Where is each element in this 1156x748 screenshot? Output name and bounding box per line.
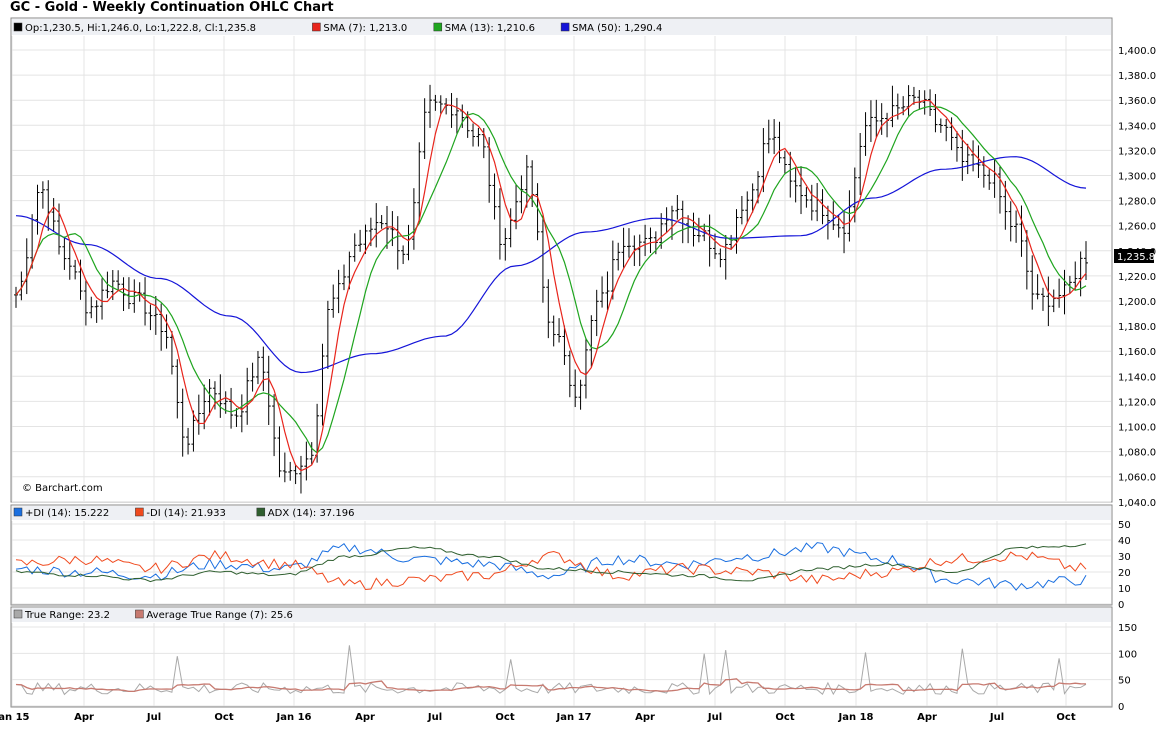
x-tick-label: Apr bbox=[917, 712, 937, 723]
legend-label: Average True Range (7): 25.6 bbox=[146, 610, 293, 621]
price-tick-label: 1,200.0 bbox=[1118, 297, 1156, 308]
x-tick-label: Jul bbox=[427, 712, 442, 723]
legend-label: -DI (14): 21.933 bbox=[146, 508, 226, 519]
price-tick-label: 1,120.0 bbox=[1118, 397, 1156, 408]
atr-line bbox=[15, 678, 1087, 693]
price-tick-label: 1,060.0 bbox=[1118, 473, 1156, 484]
dmi-tick-label: 40 bbox=[1118, 536, 1131, 547]
tr-tick-label: 50 bbox=[1118, 676, 1131, 687]
legend-swatch bbox=[560, 22, 570, 32]
legend-swatch bbox=[256, 507, 266, 517]
x-tick-label: Jan 18 bbox=[838, 712, 874, 723]
sma-7-line bbox=[15, 99, 1087, 472]
x-tick-label: Oct bbox=[1056, 712, 1075, 723]
chart-title: GC - Gold - Weekly Continuation OHLC Cha… bbox=[10, 0, 334, 15]
tr-tick-label: 100 bbox=[1118, 649, 1137, 660]
dmi-tick-label: 50 bbox=[1118, 520, 1131, 531]
price-tick-label: 1,360.0 bbox=[1118, 96, 1156, 107]
price-tick-label: 1,080.0 bbox=[1118, 448, 1156, 459]
price-tick-label: 1,280.0 bbox=[1118, 197, 1156, 208]
price-tick-label: 1,160.0 bbox=[1118, 347, 1156, 358]
price-tick-label: 1,400.0 bbox=[1118, 46, 1156, 57]
legend-swatch bbox=[135, 507, 144, 517]
price-tick-label: 1,260.0 bbox=[1118, 222, 1156, 233]
x-tick-label: Jul bbox=[146, 712, 161, 723]
legend-swatch bbox=[312, 22, 321, 32]
tr-panel bbox=[10, 606, 1113, 708]
legend-label: +DI (14): 15.222 bbox=[25, 508, 109, 519]
legend-swatch bbox=[13, 507, 23, 517]
price-panel bbox=[10, 17, 1113, 503]
dmi-legend-bg bbox=[12, 506, 1111, 520]
tr-tick-label: 0 bbox=[1118, 702, 1124, 713]
x-tick-label: Oct bbox=[775, 712, 794, 723]
sma-13-line bbox=[15, 105, 1087, 454]
legend-swatch bbox=[433, 22, 443, 32]
minus-di-line bbox=[15, 549, 1087, 591]
x-tick-label: Jan 16 bbox=[276, 712, 312, 723]
x-tick-label: Jan 17 bbox=[556, 712, 592, 723]
price-tick-label: 1,380.0 bbox=[1118, 71, 1156, 82]
x-tick-label: Oct bbox=[495, 712, 514, 723]
tr-tick-label: 150 bbox=[1118, 623, 1137, 634]
last-price-label: 1,235.8 bbox=[1117, 252, 1155, 263]
price-tick-label: 1,340.0 bbox=[1118, 121, 1156, 132]
dmi-tick-label: 0 bbox=[1118, 600, 1124, 611]
x-tick-label: Jan 15 bbox=[0, 712, 30, 723]
legend-label: Op:1,230.5, Hi:1,246.0, Lo:1,222.8, Cl:1… bbox=[25, 23, 256, 34]
dmi-tick-label: 10 bbox=[1118, 584, 1131, 595]
price-tick-label: 1,220.0 bbox=[1118, 272, 1156, 283]
x-tick-label: Oct bbox=[214, 712, 233, 723]
price-tick-label: 1,140.0 bbox=[1118, 372, 1156, 383]
price-tick-label: 1,300.0 bbox=[1118, 172, 1156, 183]
watermark: © Barchart.com bbox=[22, 483, 103, 494]
legend-swatch bbox=[13, 22, 23, 32]
x-tick-label: Apr bbox=[355, 712, 375, 723]
price-tick-label: 1,040.0 bbox=[1118, 498, 1156, 509]
dmi-tick-label: 20 bbox=[1118, 568, 1131, 579]
legend-label: SMA (7): 1,213.0 bbox=[323, 23, 407, 34]
legend-label: SMA (13): 1,210.6 bbox=[445, 23, 535, 34]
price-tick-label: 1,320.0 bbox=[1118, 146, 1156, 157]
price-tick-label: 1,180.0 bbox=[1118, 322, 1156, 333]
x-tick-label: Apr bbox=[74, 712, 94, 723]
price-tick-label: 1,100.0 bbox=[1118, 423, 1156, 434]
last-price-box bbox=[1114, 249, 1154, 263]
sma-50-line bbox=[15, 156, 1087, 374]
dmi-tick-label: 30 bbox=[1118, 552, 1131, 563]
x-tick-label: Jul bbox=[707, 712, 722, 723]
legend-label: SMA (50): 1,290.4 bbox=[572, 23, 662, 34]
tr-legend-bg bbox=[12, 608, 1111, 622]
x-tick-label: Apr bbox=[635, 712, 655, 723]
legend-label: True Range: 23.2 bbox=[24, 610, 110, 621]
x-tick-label: Jul bbox=[989, 712, 1004, 723]
legend-swatch bbox=[135, 609, 144, 619]
legend-label: ADX (14): 37.196 bbox=[268, 508, 355, 519]
adx-line bbox=[15, 543, 1087, 583]
legend-swatch bbox=[13, 609, 23, 619]
